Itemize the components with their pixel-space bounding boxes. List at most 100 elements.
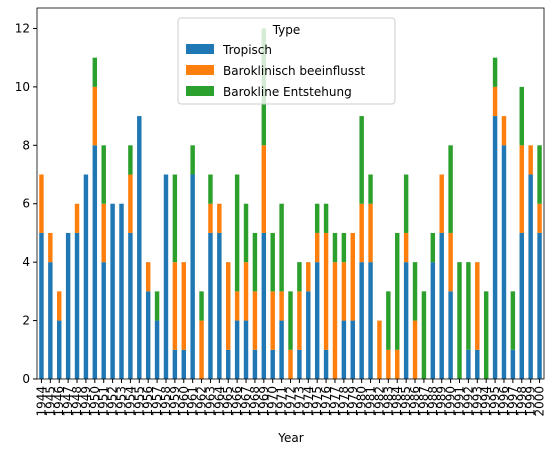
x-tick-label: 1973 [292, 386, 306, 417]
bar-segment [252, 291, 258, 350]
bar-segment [243, 203, 249, 263]
x-tick-label: 1976 [319, 386, 333, 417]
bar-segment [314, 232, 320, 263]
bar-segment [234, 291, 240, 321]
legend-swatch [186, 65, 214, 75]
x-tick-label: 1961 [186, 386, 200, 417]
bar-segment [128, 232, 133, 379]
bar-segment [145, 262, 151, 292]
x-tick-label: 1983 [381, 386, 395, 417]
bar-segment [297, 291, 302, 350]
x-tick-label: 1953 [115, 386, 129, 417]
x-tick-label: 1978 [337, 386, 351, 417]
bar-segment [137, 116, 142, 380]
bar-segment [261, 145, 267, 233]
bar-segment [519, 86, 524, 146]
x-axis-label: Year [277, 431, 303, 445]
legend-swatch [186, 44, 214, 54]
bar-segment [403, 262, 409, 379]
bar-segment [243, 262, 249, 321]
x-tick-label: 1958 [159, 386, 173, 417]
x-tick-label: 1950 [88, 386, 102, 417]
x-tick-label: 1996 [497, 386, 511, 417]
x-tick-label: 1951 [97, 386, 111, 417]
x-tick-label: 1991 [453, 386, 467, 417]
x-tick-label: 1967 [239, 386, 253, 417]
bar-segment [145, 291, 151, 379]
bar-segment [172, 349, 178, 379]
x-tick-label: 1986 [408, 386, 422, 417]
bar-segment [466, 262, 471, 350]
x-tick-label: 1989 [435, 386, 449, 417]
bar-segment [288, 349, 293, 379]
bar-segment [537, 145, 542, 204]
y-tick-label: 8 [22, 138, 30, 152]
y-tick-label: 6 [22, 197, 30, 211]
x-tick-label: 1954 [123, 386, 137, 417]
x-tick-label: 1998 [515, 386, 529, 417]
x-tick-label: 1948 [70, 386, 84, 417]
bar-segment [252, 232, 258, 292]
bar-segment [359, 262, 364, 379]
x-tick-label: 1969 [257, 386, 271, 417]
bar-segment [128, 145, 133, 175]
bar-segment [412, 320, 418, 379]
x-tick-label: 1974 [301, 386, 315, 417]
bar-segment [492, 116, 498, 380]
bar-segment [475, 349, 480, 379]
legend-label: Baroklinisch beeinflusst [223, 64, 365, 78]
bar-segment [439, 232, 444, 379]
bar-segment [350, 232, 355, 321]
bar-segment [314, 262, 320, 379]
x-tick-label: 1992 [461, 386, 475, 417]
bar-segment [163, 174, 169, 379]
bar-segment [57, 291, 62, 321]
x-tick-label: 1975 [310, 386, 324, 417]
x-tick-label: 1959 [168, 386, 182, 417]
bar-segment [74, 203, 80, 233]
bar-segment [181, 262, 186, 350]
bar-segment [119, 203, 124, 379]
bar-segment [208, 232, 213, 379]
x-tick-label: 1970 [266, 386, 280, 417]
bar-segment [39, 174, 44, 233]
bar-segment [199, 291, 204, 321]
bar-segment [306, 262, 311, 292]
x-tick-label: 1985 [399, 386, 413, 417]
bar-segment [199, 320, 204, 379]
bar-segment [217, 232, 222, 379]
bar-segment [377, 320, 382, 379]
bar-segment [323, 349, 329, 379]
x-tick-label: 1956 [141, 386, 155, 417]
bar-segment [519, 145, 524, 233]
x-tick-label: 1981 [364, 386, 378, 417]
bar-segment [475, 262, 480, 350]
bar-segment [234, 320, 240, 379]
x-tick-label: 1995 [488, 386, 502, 417]
bar-segment [57, 320, 62, 379]
x-tick-label: 1980 [355, 386, 369, 417]
x-tick-label: 1993 [470, 386, 484, 417]
legend-title: Type [272, 23, 301, 37]
bar-segment [172, 262, 178, 350]
x-tick-label: 1965 [221, 386, 235, 417]
bar-segment [110, 203, 115, 379]
bar-segment [492, 86, 498, 117]
bar-segment [234, 174, 240, 292]
x-tick-label: 1997 [506, 386, 520, 417]
bar-segment [92, 57, 98, 87]
x-tick-label: 1955 [132, 386, 146, 417]
bar-segment [243, 320, 249, 379]
bar-segment [430, 232, 436, 263]
bar-segment [92, 86, 98, 146]
x-tick-label: 1988 [426, 386, 440, 417]
bar-segment [217, 203, 222, 233]
y-tick-label: 10 [15, 80, 30, 94]
bar-segment [457, 262, 462, 379]
bar-segment [528, 145, 533, 175]
bar-segment [368, 262, 373, 379]
x-tick-label: 1982 [372, 386, 386, 417]
legend-label: Barokline Entstehung [223, 85, 352, 99]
x-tick-label: 1957 [150, 386, 164, 417]
bar-segment [279, 320, 284, 379]
